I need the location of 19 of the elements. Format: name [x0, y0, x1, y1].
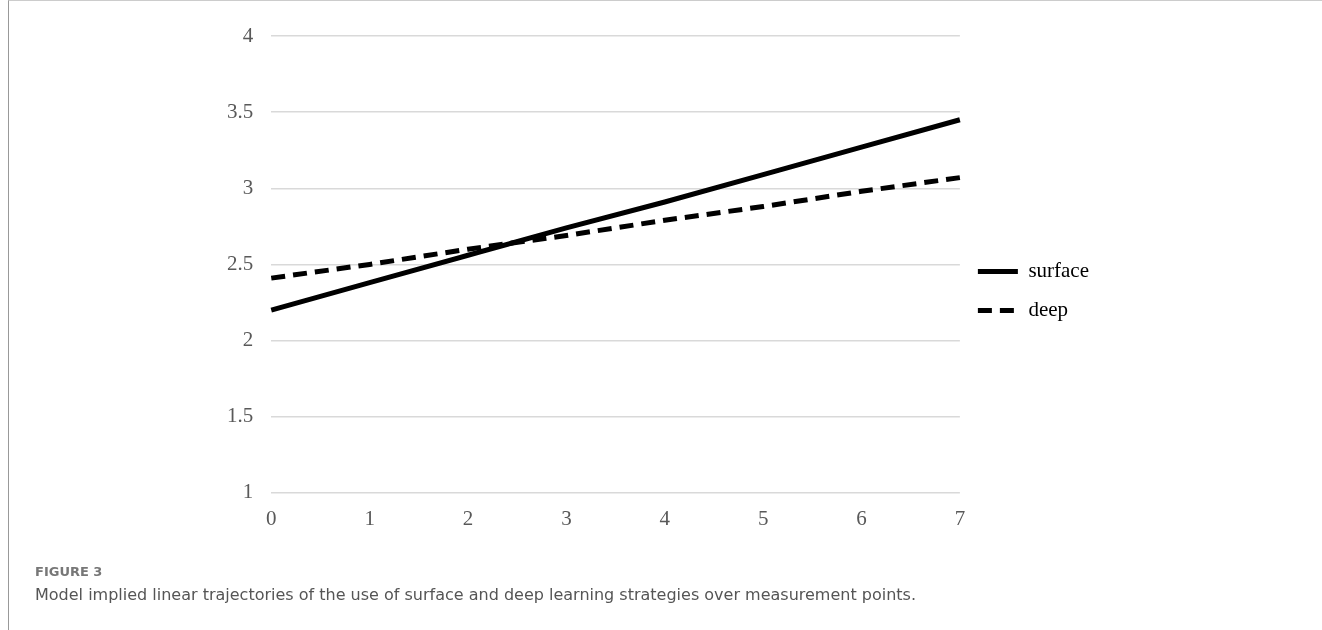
y-tick-label: 3 — [242, 174, 254, 199]
y-tick-label: 1 — [242, 479, 254, 504]
x-tick-label: 4 — [659, 505, 671, 530]
y-tick-label: 4 — [242, 22, 254, 47]
x-tick-label: 6 — [856, 505, 867, 530]
x-tick-label: 5 — [757, 505, 769, 530]
text: Model implied linear trajectories of the use of surface and deep learning strategies over measurement points. — [35, 585, 917, 604]
y-tick-label: 2.5 — [227, 250, 254, 275]
x-tick-label: 3 — [561, 505, 572, 530]
y-tick-label: 3.5 — [227, 98, 254, 123]
legend-label: deep — [1028, 297, 1069, 322]
caption: FIGURE 3 — [35, 564, 104, 579]
y-tick-label: 1.5 — [227, 403, 254, 428]
x-tick-label: 1 — [364, 505, 375, 530]
legend-label: surface — [1028, 258, 1089, 283]
x-tick-label: 7 — [954, 505, 966, 530]
x-tick-label: 0 — [266, 505, 277, 530]
x-tick-label: 2 — [462, 505, 474, 530]
y-tick-label: 2 — [242, 327, 254, 352]
